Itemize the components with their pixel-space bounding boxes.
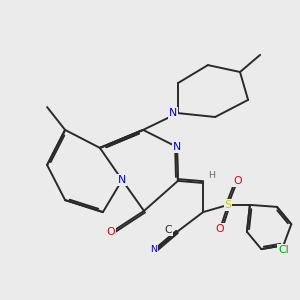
- Text: S: S: [224, 200, 232, 210]
- Text: N: N: [118, 175, 126, 185]
- Text: O: O: [215, 224, 224, 234]
- Text: N: N: [169, 108, 178, 118]
- Text: O: O: [233, 176, 242, 186]
- Text: N: N: [173, 142, 181, 152]
- Text: H: H: [208, 171, 216, 180]
- Text: N: N: [150, 244, 158, 253]
- Text: C: C: [164, 225, 172, 236]
- Text: O: O: [106, 227, 115, 237]
- Text: Cl: Cl: [278, 245, 289, 255]
